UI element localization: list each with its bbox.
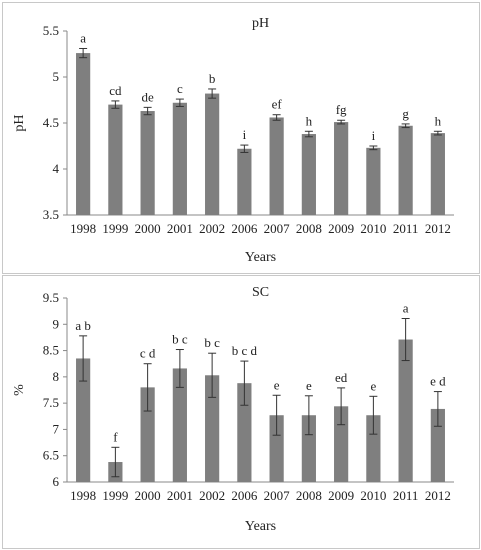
- y-tick-label: 6.5: [43, 448, 59, 463]
- x-tick-label: 2008: [296, 488, 322, 503]
- significance-letter: h: [435, 113, 442, 128]
- chart-title: SC: [252, 285, 269, 300]
- x-tick-label: 1998: [70, 221, 96, 236]
- y-tick-label: 4.5: [43, 115, 59, 130]
- x-tick-label: 2006: [231, 221, 258, 236]
- x-tick-label: 2002: [199, 221, 225, 236]
- significance-letter: i: [243, 127, 247, 142]
- y-tick-label: 5.5: [43, 23, 59, 38]
- chart-title: pH: [252, 16, 269, 31]
- bar: [430, 408, 445, 482]
- ph-chart-panel: pH 3.5 4 4.5 5 5.5 a 1998 cd 1999 de 2000 c 2001 b 2002…: [2, 2, 480, 274]
- significance-letter: i: [372, 128, 376, 143]
- significance-letter: a b: [75, 318, 91, 333]
- x-tick-label: 2002: [199, 488, 225, 503]
- bar: [334, 122, 349, 215]
- significance-letter: b c: [204, 335, 220, 350]
- significance-letter: b c: [172, 332, 188, 347]
- x-tick-label: 2010: [360, 488, 386, 503]
- x-tick-label: 2010: [360, 221, 386, 236]
- x-tick-label: 2012: [425, 221, 451, 236]
- significance-letter: ef: [272, 97, 283, 112]
- x-axis-label: Years: [245, 250, 276, 265]
- y-tick-label: 7: [53, 421, 60, 436]
- x-tick-label: 2009: [328, 221, 354, 236]
- ph-chart: pH 3.5 4 4.5 5 5.5 a 1998 cd 1999 de 2000 c 2001 b 2002…: [12, 16, 454, 265]
- bar: [269, 415, 284, 482]
- bar: [398, 339, 413, 482]
- y-axis-label: %: [12, 384, 27, 396]
- significance-letter: a: [80, 30, 86, 45]
- y-tick-label: 3.5: [43, 207, 59, 222]
- significance-letter: e: [370, 378, 376, 393]
- sc-chart-panel: SC 6 6.5 7 7.5 8 8.5 9 9.5 a b 1998 f 1999 c d 2000 b c…: [2, 275, 480, 549]
- bar: [301, 134, 316, 215]
- y-tick-label: 9.5: [43, 290, 59, 305]
- significance-letter: fg: [336, 102, 347, 117]
- x-tick-label: 2000: [135, 221, 161, 236]
- bar: [301, 415, 316, 482]
- x-tick-label: 2001: [167, 488, 193, 503]
- significance-letter: a: [403, 301, 409, 316]
- x-tick-label: 2006: [231, 488, 258, 503]
- significance-letter: ed: [335, 370, 348, 385]
- bar: [108, 104, 123, 215]
- significance-letter: cd: [109, 83, 122, 98]
- bar: [398, 125, 413, 215]
- bar: [172, 368, 187, 482]
- x-tick-label: 2001: [167, 221, 193, 236]
- bar: [140, 111, 155, 215]
- y-tick-label: 4: [53, 161, 60, 176]
- x-axis-label: Years: [245, 519, 276, 534]
- x-tick-label: 2007: [264, 221, 291, 236]
- y-tick-label: 7.5: [43, 395, 59, 410]
- bar: [205, 93, 220, 215]
- x-tick-label: 1999: [102, 488, 128, 503]
- bar: [269, 117, 284, 215]
- bar: [205, 375, 220, 482]
- x-tick-label: 2012: [425, 488, 451, 503]
- y-tick-label: 5: [53, 69, 60, 84]
- significance-letter: e d: [430, 374, 446, 389]
- bar: [76, 358, 91, 482]
- sc-chart: SC 6 6.5 7 7.5 8 8.5 9 9.5 a b 1998 f 1999 c d 2000 b c…: [12, 285, 454, 534]
- y-axis-label: pH: [12, 114, 27, 131]
- bar: [237, 148, 252, 215]
- x-tick-label: 2000: [135, 488, 161, 503]
- significance-letter: b: [209, 71, 216, 86]
- y-tick-label: 8: [53, 369, 60, 384]
- x-tick-label: 1999: [102, 221, 128, 236]
- significance-letter: h: [306, 113, 313, 128]
- bar: [430, 133, 445, 215]
- y-tick-label: 6: [53, 474, 60, 489]
- significance-letter: de: [141, 89, 154, 104]
- significance-letter: g: [402, 106, 409, 121]
- bar: [334, 406, 349, 482]
- x-tick-label: 2008: [296, 221, 322, 236]
- x-tick-label: 1998: [70, 488, 96, 503]
- bar: [76, 53, 91, 215]
- significance-letter: e: [306, 378, 312, 393]
- significance-letter: b c d: [232, 343, 258, 358]
- x-tick-label: 2007: [264, 488, 291, 503]
- bar: [366, 147, 381, 215]
- x-tick-label: 2009: [328, 488, 354, 503]
- significance-letter: e: [274, 377, 280, 392]
- bar: [366, 415, 381, 482]
- significance-letter: c: [177, 81, 183, 96]
- y-tick-label: 9: [53, 316, 60, 331]
- significance-letter: f: [113, 429, 118, 444]
- significance-letter: c d: [140, 346, 156, 361]
- x-tick-label: 2011: [393, 488, 419, 503]
- bar: [172, 102, 187, 215]
- x-tick-label: 2011: [393, 221, 419, 236]
- bar: [237, 383, 252, 482]
- y-tick-label: 8.5: [43, 343, 59, 358]
